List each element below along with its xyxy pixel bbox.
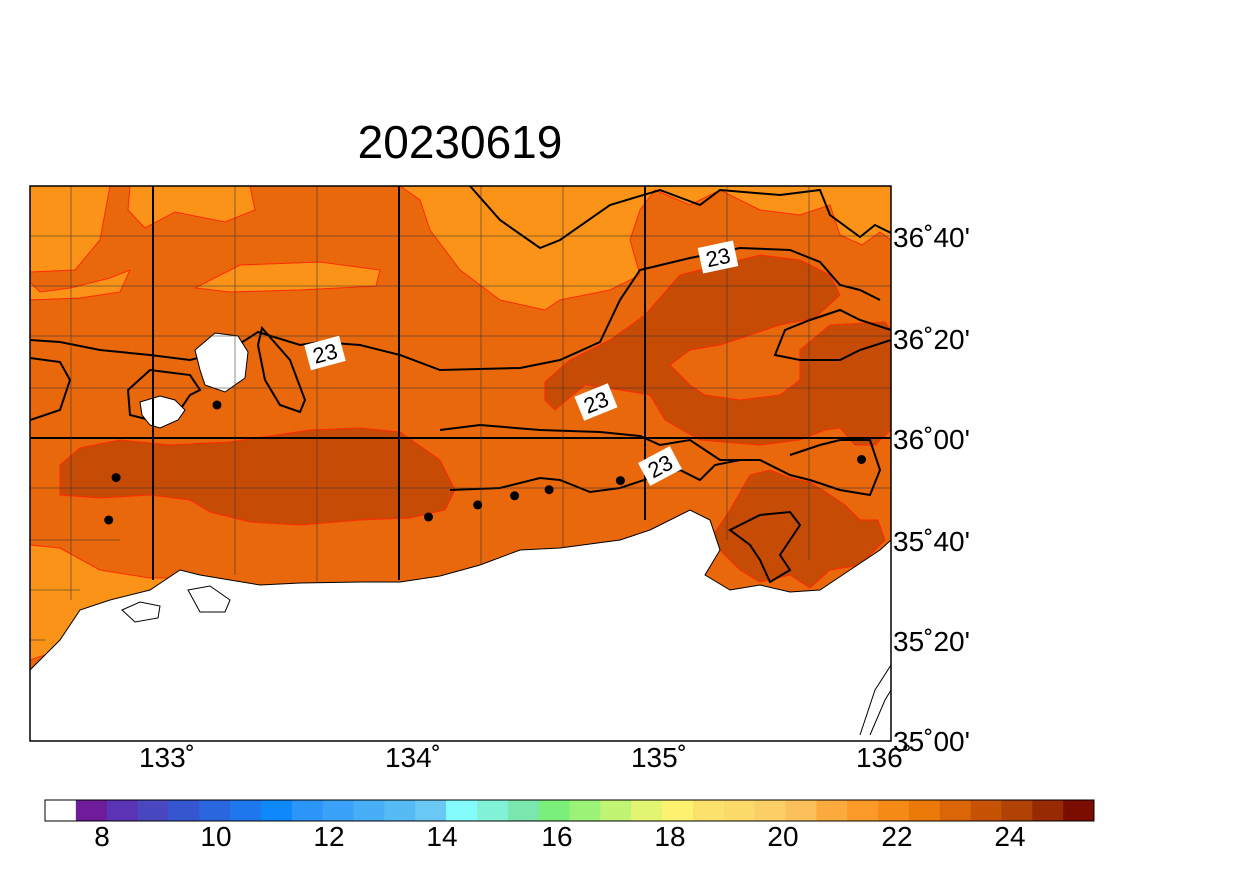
colorbar-swatch [476,800,509,821]
colorbar-swatch [939,800,972,821]
station-dot [473,500,483,510]
colorbar-swatch [878,800,910,821]
plot-frame [29,185,892,742]
station-dot [212,400,222,410]
latitude-label: 35˚40' [893,526,970,557]
colorbar-tick-label: 20 [767,821,798,852]
sst-band-21-22-tongue-a [127,186,256,229]
station-dot [615,476,625,486]
colorbar-frame [44,799,1095,822]
latitude-label: 36˚40' [893,222,970,253]
sst-band-23-24-west [59,427,456,526]
colorbar-swatch [260,800,293,821]
colorbar-swatch [692,800,725,821]
colorbar-tick-label: 12 [313,821,344,852]
longitude-label: 134˚ [385,742,441,773]
colorbar-swatch [847,800,879,821]
colorbar-swatch [230,800,262,821]
colorbar [44,799,1095,822]
colorbar-tick-label: 8 [94,821,110,852]
station-dot [857,455,866,464]
colorbar-swatch [662,800,694,821]
colorbar-swatch [970,800,1002,821]
latitude-label: 36˚00' [893,424,970,455]
station-dot [510,491,520,501]
minor-grid [30,186,891,641]
colorbar-swatch [45,800,77,821]
colorbar-swatch [322,800,355,821]
colorbar-swatch [816,800,848,821]
colorbar-swatch [1032,800,1064,821]
sst-band-21-22-tongue-c [193,261,381,293]
longitude-label: 133˚ [139,742,195,773]
colorbar-swatch [384,800,416,821]
colorbar-swatch [507,800,540,821]
longitude-label: 135˚ [631,742,687,773]
longitude-tick-labels: 133˚ 134˚ 135˚ 136˚ [139,742,912,773]
sst-band-21-22-tongue-b [30,269,131,301]
isotherm-label: 23 [304,335,346,371]
colorbar-tick-label: 22 [881,821,912,852]
colorbar-swatch [291,800,324,821]
latitude-label: 35˚20' [893,626,970,657]
colorbar-swatch [723,800,756,821]
sst-band-23-24-northeast [544,254,891,446]
colorbar-tick-label: 14 [426,821,457,852]
land-oki-dozen-island [140,396,185,428]
station-dot [104,515,114,525]
colorbar-swatch [1001,800,1033,821]
colorbar-swatch [908,800,941,821]
isotherm-label: 23 [697,240,739,274]
colorbar-tick-label: 18 [654,821,685,852]
longitude-label: 136˚ [856,742,912,773]
sst-field [30,186,891,741]
land-honshu-coast [30,510,891,741]
colorbar-swatch [754,800,786,821]
latitude-tick-labels: 36˚40' 36˚20' 36˚00' 35˚40' 35˚20' 35˚00' [893,222,970,757]
colorbar-tick-label: 24 [994,821,1025,852]
colorbar-swatch [446,800,478,821]
colorbar-swatch [415,800,447,821]
colorbar-swatch [1063,800,1095,821]
colorbar-tick-label: 16 [541,821,572,852]
colorbar-tick-label: 10 [200,821,231,852]
latitude-label: 36˚20' [893,324,970,355]
colorbar-swatch [199,800,231,821]
latitude-label: 35˚00' [893,726,970,757]
colorbar-tick-labels: 8 10 12 14 16 18 20 22 24 [94,821,1025,852]
coastline-details [30,332,891,736]
sst-band-21-22-north [30,186,891,311]
sst-band-21-22-nw [30,186,111,273]
colorbar-swatch [353,800,385,821]
colorbar-swatch [569,800,601,821]
station-dot [111,473,121,483]
station-dot [544,485,554,495]
colorbar-swatch [75,800,108,821]
colorbar-swatch [168,800,200,821]
station-dot [424,512,433,522]
colorbar-swatch [600,800,632,821]
colorbar-swatch [631,800,663,821]
colorbar-swatch [137,800,169,821]
colorbar-swatch [785,800,817,821]
colorbar-swatch [106,800,139,821]
colorbar-swatch [538,800,570,821]
map-title: 20230619 [358,116,563,168]
isotherm-label-text: 23 [704,243,733,273]
observation-stations [104,400,866,525]
